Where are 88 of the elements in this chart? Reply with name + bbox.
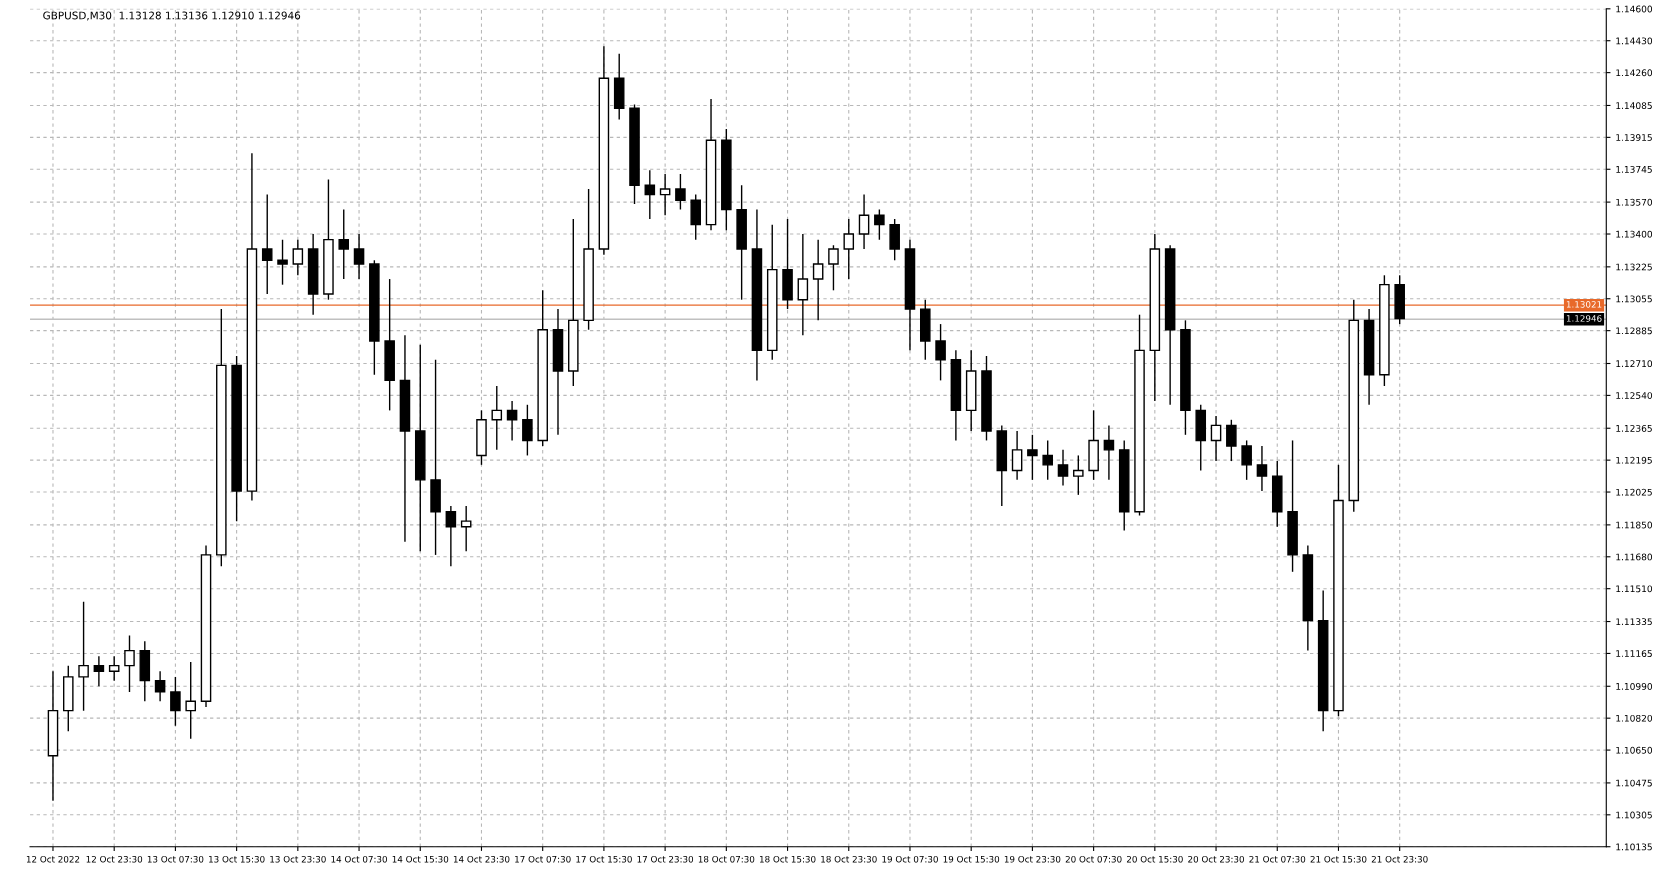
y-tick-label: 1.12540 [1616,392,1653,399]
x-tick-label: 12 Oct 23:30 [86,855,143,863]
x-tick-label: 20 Oct 23:30 [1188,855,1244,863]
chart-title: GBPUSD,M30 1.13128 1.13136 1.12910 1.12946 [43,11,301,21]
candlestick [1011,430,1023,481]
y-tick-label: 1.14600 [1616,5,1653,13]
candlestick [843,218,855,280]
ref-line-label: 1.13021 [1566,301,1602,308]
candlestick [522,404,533,457]
y-tick-label: 1.14085 [1616,102,1652,110]
candlestick [812,238,824,322]
x-tick-label: 18 Oct 23:30 [821,855,877,863]
y-tick-label: 1.11850 [1616,521,1653,529]
x-tick-label: 17 Oct 23:30 [637,855,694,863]
y-tick-label: 1.11510 [1616,585,1653,593]
x-tick-label: 13 Oct 15:30 [209,855,265,863]
ref-line-label: 1.12946 [1566,315,1602,322]
candlestick [154,670,166,702]
x-tick-label: 20 Oct 07:30 [1065,855,1122,863]
candlestick [828,244,839,292]
y-tick-label: 1.14430 [1616,37,1653,45]
y-tick-label: 1.10820 [1616,714,1653,722]
y-tick-label: 1.13915 [1616,134,1652,141]
y-tick-label: 1.12195 [1616,456,1652,464]
y-tick-label: 1.10990 [1616,683,1653,690]
candlestick [874,208,885,241]
x-tick-label: 19 Oct 23:30 [1004,855,1061,863]
candlestick [445,505,457,567]
candlestick [1226,419,1237,462]
x-tick-label: 21 Oct 15:30 [1310,855,1367,863]
candlestick [108,655,120,682]
y-tick-label: 1.13055 [1616,295,1652,303]
y-tick-label: 1.12365 [1616,424,1652,432]
x-tick-label: 13 Oct 23:30 [270,855,326,863]
y-tick-label: 1.11680 [1616,553,1653,561]
candlestick [124,634,135,693]
y-tick-label: 1.13570 [1616,198,1653,206]
x-tick-label: 14 Oct 15:30 [392,855,449,863]
y-tick-label: 1.10305 [1616,811,1652,819]
x-tick-label: 17 Oct 07:30 [515,855,571,863]
candlestick [1027,434,1038,481]
y-tick-label: 1.13400 [1616,230,1653,238]
y-tick-label: 1.12025 [1616,488,1652,496]
candlestick [491,385,503,451]
candlestick [460,505,472,552]
candlestick [1241,439,1252,481]
y-tick-label: 1.10135 [1616,843,1652,851]
candlestick [659,173,671,216]
candlestick [338,208,350,280]
y-tick-label: 1.13225 [1616,263,1652,271]
candlestick [1210,415,1222,462]
x-tick-label: 18 Oct 07:30 [698,855,755,863]
x-tick-label: 12 Oct 2022 [26,855,80,863]
x-tick-label: 20 Oct 15:30 [1126,855,1183,863]
y-tick-label: 1.14260 [1616,69,1653,77]
x-tick-label: 18 Oct 15:30 [759,855,816,863]
candlestick [935,323,946,382]
candlestick [1073,454,1084,496]
candlestick [675,173,686,211]
y-tick-label: 1.11335 [1616,618,1652,626]
y-tick-label: 1.13745 [1616,166,1652,173]
candlestick [93,655,105,687]
x-tick-label: 19 Oct 15:30 [943,855,1000,863]
candlestick [261,193,273,295]
y-tick-label: 1.12885 [1616,327,1652,335]
candlestick [353,233,365,280]
y-tick-label: 1.10475 [1616,779,1652,787]
y-tick-label: 1.10650 [1616,746,1653,754]
x-tick-label: 17 Oct 15:30 [576,855,632,863]
candlestick [78,601,89,712]
y-tick-label: 1.12710 [1616,360,1653,368]
candlestick [1103,424,1115,481]
candlestick [277,238,288,286]
x-tick-label: 19 Oct 07:30 [882,855,938,863]
x-tick-label: 14 Oct 07:30 [331,855,387,863]
candlestick [858,193,870,250]
candlestick [1256,445,1268,492]
candlestick [292,238,304,276]
candlestick [1057,449,1069,487]
x-tick-label: 13 Oct 07:30 [147,855,204,863]
y-tick-label: 1.11165 [1616,650,1652,657]
candlestick [170,676,181,727]
candlestick [797,233,809,337]
x-tick-label: 21 Oct 23:30 [1371,855,1428,863]
x-tick-label: 21 Oct 07:30 [1249,855,1306,863]
candlestick [1042,439,1053,481]
candlestick [185,661,196,740]
x-tick-label: 14 Oct 23:30 [453,855,510,863]
